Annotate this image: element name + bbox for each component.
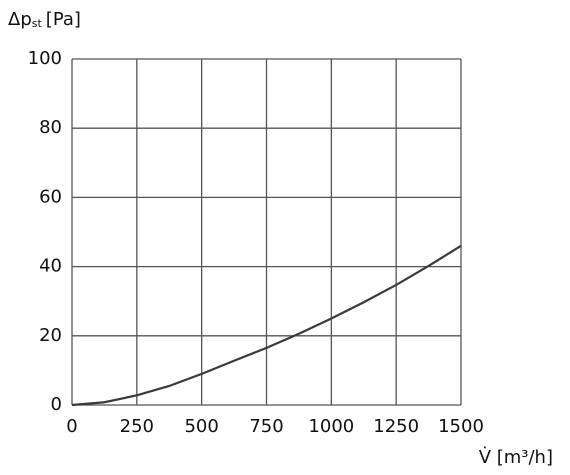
x-tick-label: 750	[249, 416, 283, 437]
y-axis-label: Δpst [Pa]	[8, 9, 81, 30]
x-tick-label: 250	[120, 416, 154, 437]
y-tick-label: 20	[39, 325, 62, 346]
x-tick-label: 1000	[308, 416, 354, 437]
y-tick-label: 40	[39, 256, 62, 277]
y-label-main: Δp	[8, 9, 32, 30]
y-tick-label: 0	[51, 394, 62, 415]
x-tick-label: 0	[66, 416, 77, 437]
x-tick-label: 500	[184, 416, 218, 437]
x-tick-label: 1500	[438, 416, 484, 437]
y-label-unit: [Pa]	[46, 9, 81, 30]
x-axis-label: V̇ [m³/h]	[479, 447, 553, 468]
y-tick-label: 100	[28, 48, 62, 69]
data-line	[71, 244, 462, 407]
y-tick-label: 80	[39, 117, 62, 138]
y-tick-label: 60	[39, 186, 62, 207]
x-tick-label: 1250	[373, 416, 419, 437]
y-label-sub: st	[32, 17, 43, 30]
